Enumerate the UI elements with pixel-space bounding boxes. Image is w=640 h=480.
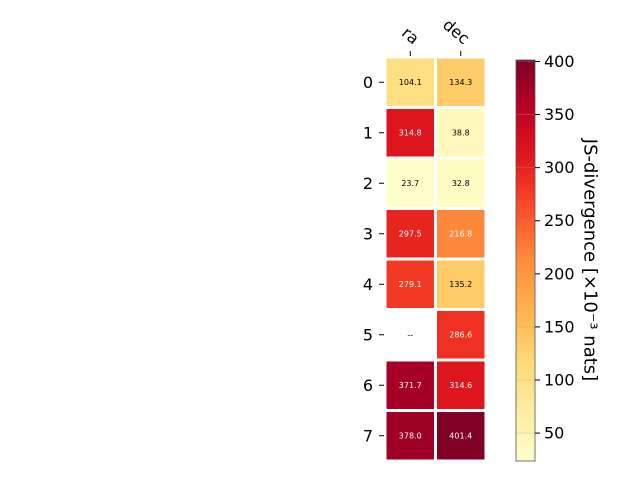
cell-value-label: 32.8 xyxy=(452,179,470,188)
heatmap-grid: 104.1 134.3 0 314.8 38.8 1 23.7 32.8 2 297.5 216.8… xyxy=(363,15,485,460)
cell-value-label: 135.2 xyxy=(449,280,472,289)
colorbar-tick-label: 400 xyxy=(544,52,575,71)
cell-value-label: 279.1 xyxy=(399,280,422,289)
cell-value-label: 104.1 xyxy=(399,78,422,87)
heatmap-cell xyxy=(437,159,485,207)
heatmap-cell xyxy=(386,260,434,308)
heatmap-cell xyxy=(437,210,485,258)
cell-value-label: 371.7 xyxy=(399,381,422,390)
heatmap-cell xyxy=(386,109,434,157)
colorbar-tick-label: 100 xyxy=(544,370,575,389)
cell-value-label: 286.6 xyxy=(449,330,472,339)
row-tick-label: 1 xyxy=(363,123,373,142)
colorbar-tick-label: 300 xyxy=(544,158,575,177)
row-tick-label: 7 xyxy=(363,426,373,445)
column-tick-label: ra xyxy=(398,23,423,48)
heatmap-cell xyxy=(437,361,485,409)
heatmap-cell xyxy=(386,58,434,106)
heatmap-cell xyxy=(386,159,434,207)
heatmap-cell xyxy=(386,361,434,409)
row-tick-label: 5 xyxy=(363,325,373,344)
colorbar: 50 100 150 200 250 300 350 400 JS-divergence [×… xyxy=(515,52,601,462)
heatmap-cell xyxy=(386,412,434,460)
row-tick-label: 6 xyxy=(363,376,373,395)
cell-value-label: 314.6 xyxy=(449,381,472,390)
cell-value-label: 134.3 xyxy=(449,78,472,87)
colorbar-tick-label: 150 xyxy=(544,317,575,336)
colorbar-tick-label: 350 xyxy=(544,105,575,124)
heatmap-cell xyxy=(386,311,434,359)
cell-value-label: 401.4 xyxy=(449,431,472,440)
row-tick-label: 4 xyxy=(363,275,373,294)
cell-value-label: 216.8 xyxy=(449,229,472,238)
colorbar-gradient xyxy=(516,60,535,461)
column-tick-label: dec xyxy=(439,15,473,48)
colorbar-tick-label: 50 xyxy=(544,424,564,443)
heatmap-cell xyxy=(437,412,485,460)
heatmap-cell xyxy=(437,109,485,157)
row-tick-label: 0 xyxy=(363,73,373,92)
colorbar-tick-label: 250 xyxy=(544,211,575,230)
heatmap-cell xyxy=(437,311,485,359)
colorbar-frame xyxy=(515,59,536,462)
heatmap-cell xyxy=(386,210,434,258)
cell-value-label: -- xyxy=(407,330,413,339)
cell-value-label: 378.0 xyxy=(399,431,422,440)
row-tick-label: 2 xyxy=(363,174,373,193)
colorbar-title: JS-divergence [×10⁻³ nats] xyxy=(580,138,601,381)
cell-value-label: 297.5 xyxy=(399,229,422,238)
heatmap-cell xyxy=(437,58,485,106)
colorbar-tick-label: 200 xyxy=(544,264,575,283)
heatmap-cell xyxy=(437,260,485,308)
cell-value-label: 314.8 xyxy=(399,128,422,137)
cell-value-label: 38.8 xyxy=(452,128,470,137)
cell-value-label: 23.7 xyxy=(401,179,419,188)
row-tick-label: 3 xyxy=(363,224,373,243)
